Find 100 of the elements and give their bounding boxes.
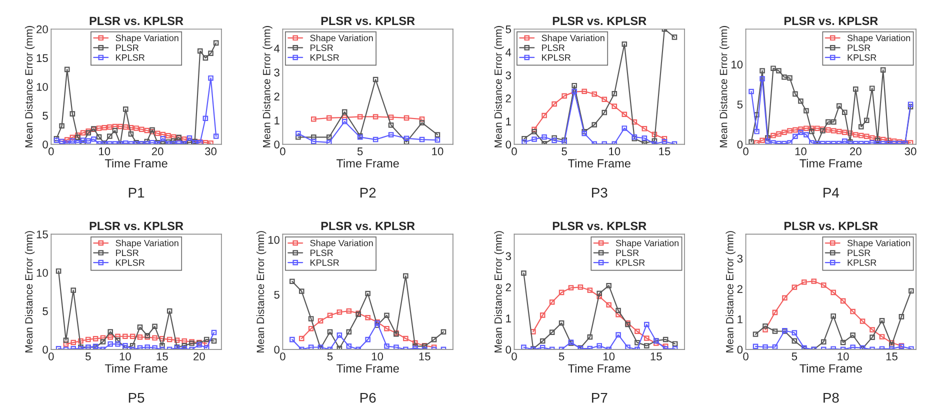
x-tick-label: 0 xyxy=(743,352,748,360)
legend-label: KPLSR xyxy=(616,259,645,266)
x-tick-label: 0 xyxy=(280,352,286,360)
x-tick-label: 0 xyxy=(48,147,54,156)
x-axis-title: Time Frame xyxy=(568,364,630,373)
x-tick-label: 5 xyxy=(562,148,567,156)
chart-title: PLSR vs. KPLSR xyxy=(552,16,646,26)
text: P2 xyxy=(360,188,376,198)
x-axis-title: Time Frame xyxy=(800,364,862,373)
legend-label: Shape Variation xyxy=(616,240,679,248)
y-tick-label: 10 xyxy=(36,268,48,277)
y-tick-label: 15 xyxy=(36,54,48,62)
x-tick-label: 10 xyxy=(99,147,110,156)
y-axis-title: Mean Distance Error (mm) xyxy=(494,26,504,148)
text: P6 xyxy=(360,392,376,403)
y-tick-label: 4 xyxy=(506,48,512,56)
x-axis-title: Time Frame xyxy=(568,158,630,168)
legend-label: PLSR xyxy=(848,44,870,51)
x-tick-label: 0 xyxy=(743,147,748,156)
y-tick-label: 0 xyxy=(737,140,743,148)
chart-title: PLSR vs. KPLSR xyxy=(90,16,184,26)
x-axis-title: Time Frame xyxy=(800,158,862,168)
y-tick-label: 5 xyxy=(274,290,280,299)
x-tick-label: 0 xyxy=(280,147,286,156)
x-tick-label: 0 xyxy=(48,352,54,360)
y-tick-label: 0 xyxy=(737,346,743,354)
y-tick-label: 0 xyxy=(506,346,512,354)
chart-title: PLSR vs. KPLSR xyxy=(321,222,415,230)
chart-title: PLSR vs. KPLSR xyxy=(784,16,878,26)
y-axis-title: Mean Distance Error (mm) xyxy=(24,26,35,148)
legend-label: KPLSR xyxy=(116,259,145,266)
legend-label: Shape Variation xyxy=(310,240,373,248)
y-axis-title: Mean Distance Error (mm) xyxy=(726,231,736,352)
x-axis-title: Time Frame xyxy=(336,364,399,373)
x-tick-label: 5 xyxy=(792,352,798,360)
x-axis-title: Time Frame xyxy=(336,158,399,168)
y-tick-label: 1 xyxy=(738,316,742,324)
y-tick-label: 0 xyxy=(42,140,48,148)
x-tick-label: 10 xyxy=(838,352,849,360)
x-tick-label: 5 xyxy=(86,352,91,360)
x-tick-label: 30 xyxy=(205,147,217,156)
legend-label: PLSR xyxy=(116,250,138,256)
x-axis-title: Time Frame xyxy=(104,364,168,373)
x-tick-label: 20 xyxy=(850,147,862,156)
x-tick-label: 10 xyxy=(372,352,384,360)
y-tick-label: 5 xyxy=(737,100,743,108)
legend-label: Shape Variation xyxy=(542,34,604,43)
y-tick-label: 3 xyxy=(737,254,743,263)
legend-label: PLSR xyxy=(542,44,564,51)
y-tick-label: 0 xyxy=(274,140,280,148)
text: P5 xyxy=(128,393,144,403)
chart-title: PLSR vs. KPLSR xyxy=(784,222,878,230)
y-tick-label: 1 xyxy=(506,118,511,126)
y-tick-label: 2 xyxy=(506,283,511,292)
x-tick-label: 15 xyxy=(650,352,662,360)
y-tick-label: 3 xyxy=(274,68,280,76)
y-tick-label: 10 xyxy=(36,83,48,91)
legend-label: PLSR xyxy=(616,250,639,256)
x-tick-label: 10 xyxy=(120,352,131,360)
y-axis-title: Mean Distance Error (mm) xyxy=(262,26,272,148)
y-tick-label: 5 xyxy=(42,307,48,316)
legend-label: KPLSR xyxy=(310,54,339,61)
x-tick-label: 5 xyxy=(327,352,333,360)
x-tick-label: 30 xyxy=(904,147,916,156)
legend-label: KPLSR xyxy=(116,54,145,61)
legend-label: Shape Variation xyxy=(310,34,373,43)
y-tick-label: 5 xyxy=(506,26,512,34)
y-tick-label: 10 xyxy=(732,60,743,68)
y-tick-label: 3 xyxy=(506,252,511,260)
text: P7 xyxy=(592,393,608,403)
legend-label: KPLSR xyxy=(310,259,339,266)
y-tick-label: 0 xyxy=(506,140,512,148)
legend-label: PLSR xyxy=(116,44,138,51)
legend-label: KPLSR xyxy=(848,54,876,61)
y-tick-label: 5 xyxy=(42,112,48,120)
text: P4 xyxy=(824,188,840,198)
y-tick-label: 2 xyxy=(506,94,511,102)
x-tick-label: 10 xyxy=(432,147,444,156)
text: P1 xyxy=(128,188,144,198)
text: P3 xyxy=(592,188,608,198)
chart-title: PLSR vs. KPLSR xyxy=(321,16,415,26)
x-tick-label: 10 xyxy=(609,147,620,156)
x-tick-label: 15 xyxy=(156,352,168,360)
y-tick-label: 0 xyxy=(42,346,48,354)
x-tick-label: 0 xyxy=(512,352,517,360)
x-tick-label: 20 xyxy=(152,147,164,156)
y-axis-title: Mean Distance Error (mm) xyxy=(494,231,504,352)
legend-label: Shape Variation xyxy=(847,34,910,43)
y-tick-label: 10 xyxy=(268,236,280,244)
x-tick-label: 5 xyxy=(558,352,564,360)
x-tick-label: 15 xyxy=(886,352,898,360)
y-axis-title: Mean Distance Error (mm) xyxy=(256,231,266,352)
legend-label: PLSR xyxy=(310,44,333,51)
x-tick-label: 15 xyxy=(419,352,430,360)
x-tick-label: 20 xyxy=(194,352,205,360)
y-tick-label: 1 xyxy=(506,314,511,322)
y-tick-label: 4 xyxy=(274,44,280,52)
legend-label: PLSR xyxy=(310,250,333,256)
legend-label: KPLSR xyxy=(542,54,571,61)
y-tick-label: 0 xyxy=(274,346,280,354)
